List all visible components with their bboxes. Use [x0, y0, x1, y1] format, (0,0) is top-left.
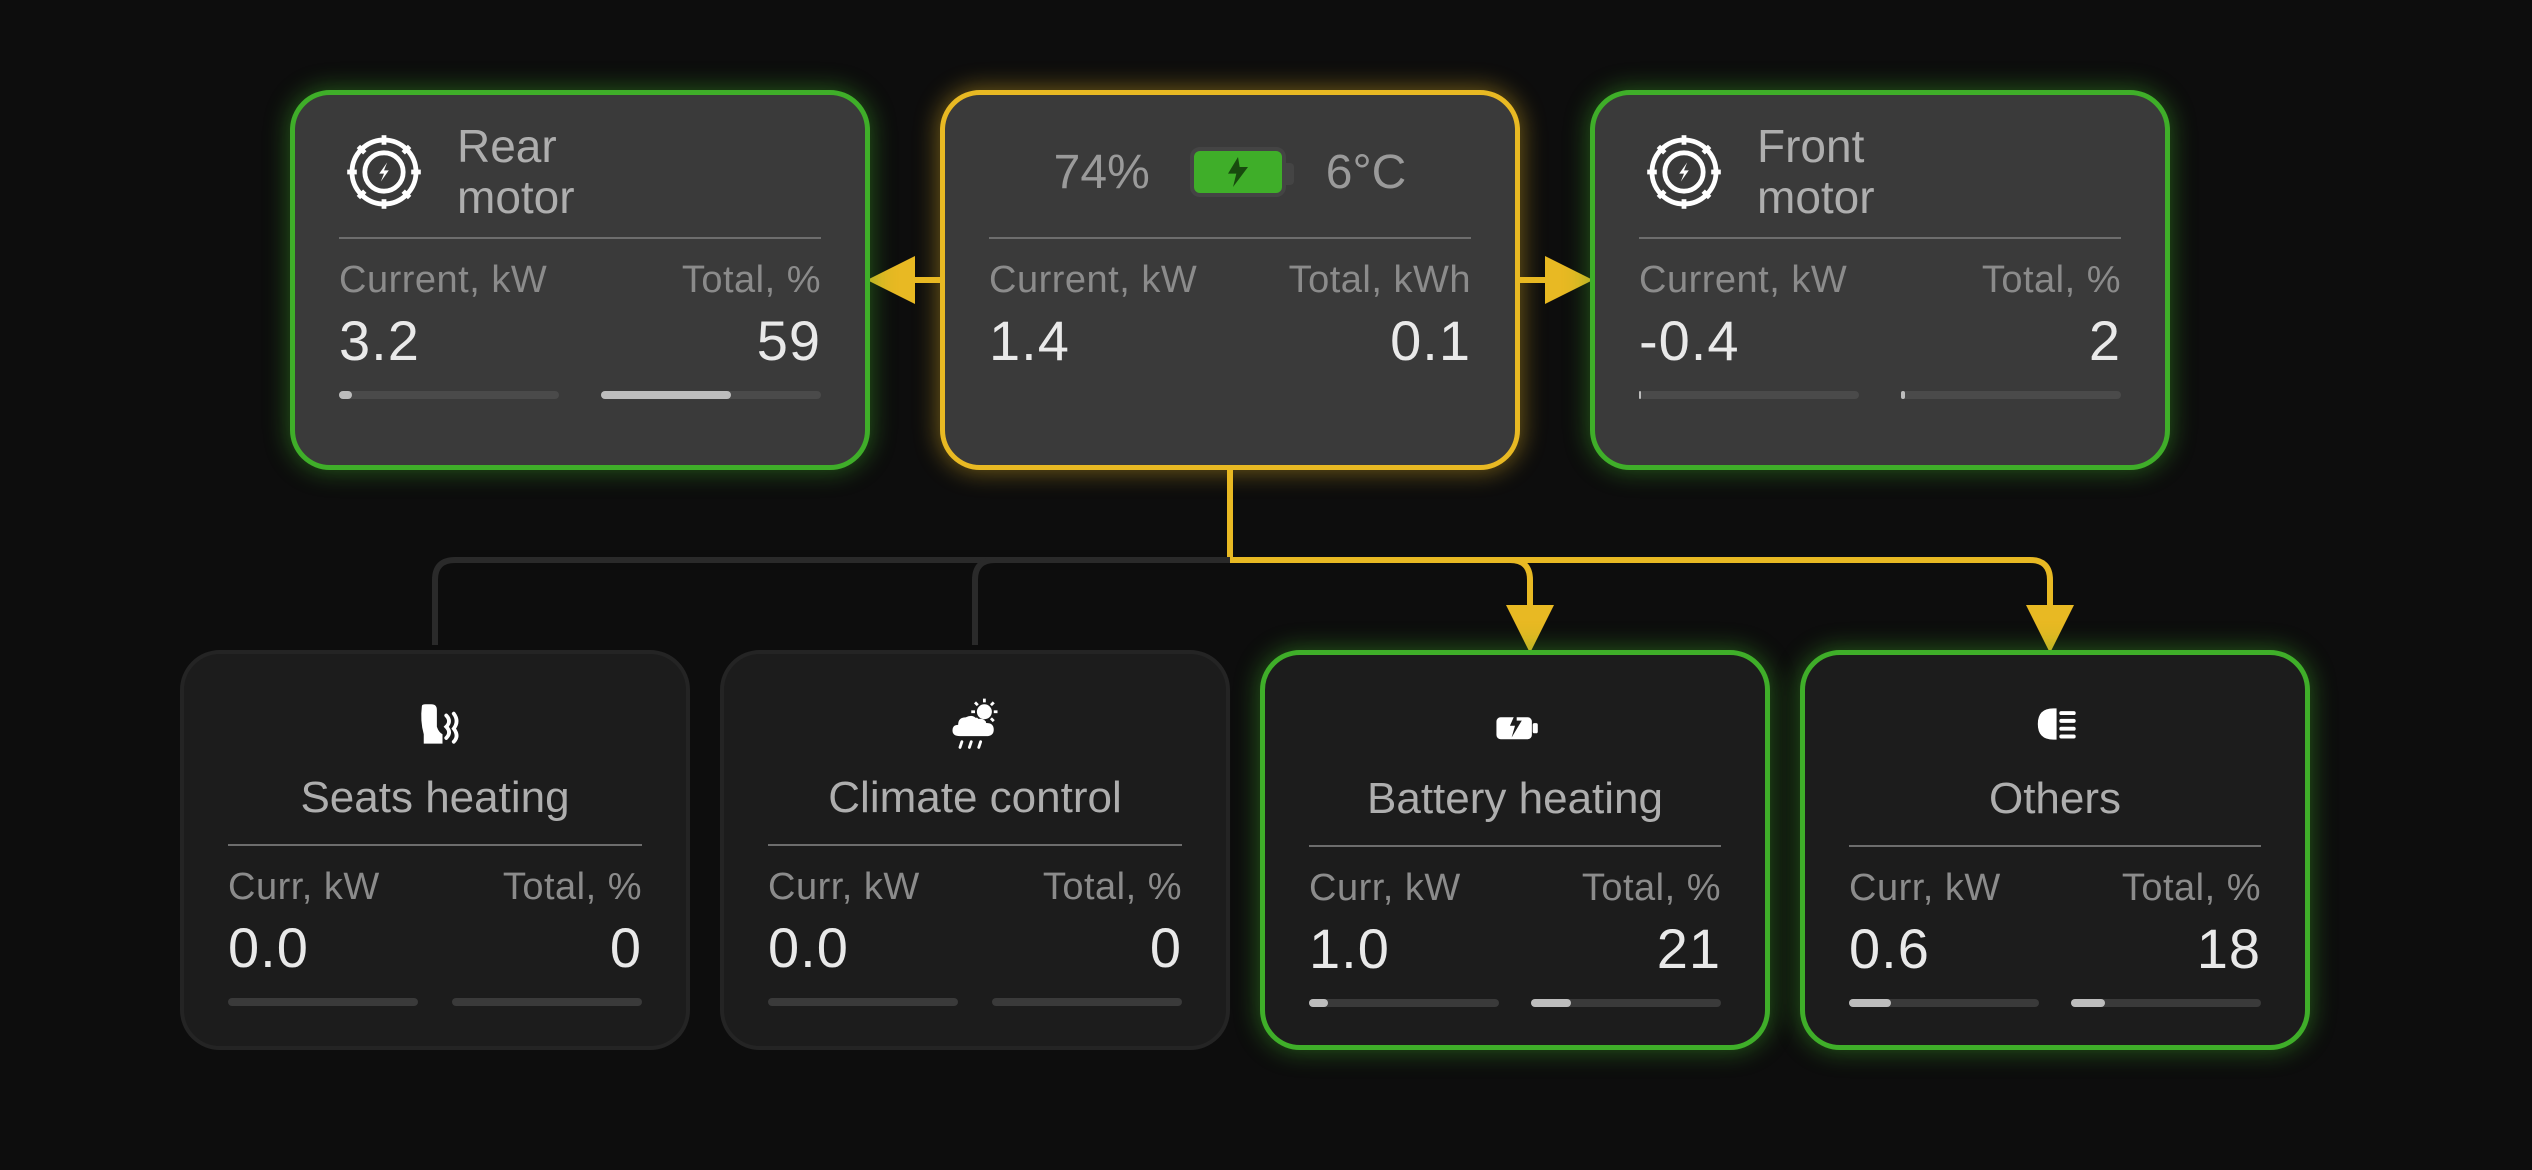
motor-icon — [339, 127, 429, 217]
others-card[interactable]: Others Curr, kW 0.6 Total, % 18 — [1800, 650, 2310, 1050]
battery-metrics: Current, kW 1.4 Total, kWh 0.1 — [989, 259, 1471, 373]
battery-heating-icon — [1480, 689, 1550, 759]
seat-heating-icon — [400, 688, 470, 758]
rear-motor-title: Rearmotor — [457, 121, 575, 222]
climate-current-label: Curr, kW — [768, 866, 958, 909]
battery-total-value: 0.1 — [1390, 308, 1471, 373]
front-motor-header: Frontmotor — [1639, 129, 2121, 239]
seats-heating-title: Seats heating — [300, 774, 569, 822]
battery-heating-card[interactable]: Battery heating Curr, kW 1.0 Total, % 21 — [1260, 650, 1770, 1050]
climate-current-value: 0.0 — [768, 915, 958, 980]
seats-current-bar — [228, 998, 418, 1006]
climate-total-label: Total, % — [1043, 866, 1182, 909]
seats-heating-metrics: Curr, kW 0.0 Total, % 0 — [228, 866, 642, 1006]
battery-icon — [1190, 147, 1286, 197]
front-motor-card[interactable]: Frontmotor Current, kW -0.4 Total, % 2 — [1590, 90, 2170, 470]
rear-motor-current-label: Current, kW — [339, 259, 559, 302]
battery-heating-metrics: Curr, kW 1.0 Total, % 21 — [1309, 867, 1721, 1007]
rear-motor-total-label: Total, % — [682, 259, 821, 302]
climate-control-card[interactable]: Climate control Curr, kW 0.0 Total, % 0 — [720, 650, 1230, 1050]
rear-motor-card[interactable]: Rearmotor Current, kW 3.2 Total, % 59 — [290, 90, 870, 470]
motor-icon — [1639, 127, 1729, 217]
battery-heat-total-bar — [1531, 999, 1721, 1007]
climate-control-title: Climate control — [828, 774, 1121, 822]
battery-total-label: Total, kWh — [1289, 259, 1471, 302]
others-total-bar — [2071, 999, 2261, 1007]
seats-current-label: Curr, kW — [228, 866, 418, 909]
rear-motor-metrics: Current, kW 3.2 Total, % 59 — [339, 259, 821, 399]
battery-current-value: 1.4 — [989, 308, 1197, 373]
front-motor-current-label: Current, kW — [1639, 259, 1859, 302]
climate-control-header: Climate control — [768, 688, 1182, 846]
front-motor-total-bar — [1901, 391, 2121, 399]
climate-control-metrics: Curr, kW 0.0 Total, % 0 — [768, 866, 1182, 1006]
battery-heat-total-value: 21 — [1657, 916, 1721, 981]
others-header: Others — [1849, 689, 2261, 847]
battery-card[interactable]: 74% 6°C Current, kW 1.4 Total, kWh 0.1 — [940, 90, 1520, 470]
front-motor-total-label: Total, % — [1982, 259, 2121, 302]
others-title: Others — [1989, 775, 2121, 823]
battery-heat-current-bar — [1309, 999, 1499, 1007]
battery-heating-header: Battery heating — [1309, 689, 1721, 847]
battery-heat-current-value: 1.0 — [1309, 916, 1499, 981]
others-total-value: 18 — [2197, 916, 2261, 981]
front-motor-metrics: Current, kW -0.4 Total, % 2 — [1639, 259, 2121, 399]
seats-heating-header: Seats heating — [228, 688, 642, 846]
others-current-label: Curr, kW — [1849, 867, 2039, 910]
rear-motor-current-value: 3.2 — [339, 308, 559, 373]
rear-motor-header: Rearmotor — [339, 129, 821, 239]
seats-total-label: Total, % — [503, 866, 642, 909]
headlight-icon — [2020, 689, 2090, 759]
rear-motor-total-value: 59 — [757, 308, 821, 373]
rear-motor-current-bar — [339, 391, 559, 399]
climate-current-bar — [768, 998, 958, 1006]
front-motor-total-value: 2 — [2089, 308, 2121, 373]
others-total-label: Total, % — [2122, 867, 2261, 910]
others-current-bar — [1849, 999, 2039, 1007]
battery-header: 74% 6°C — [989, 129, 1471, 239]
front-motor-title: Frontmotor — [1757, 121, 1875, 222]
climate-total-value: 0 — [1150, 915, 1182, 980]
others-current-value: 0.6 — [1849, 916, 2039, 981]
rear-motor-total-bar — [601, 391, 821, 399]
battery-percent: 74% — [1054, 145, 1150, 200]
climate-total-bar — [992, 998, 1182, 1006]
seats-total-bar — [452, 998, 642, 1006]
seats-heating-card[interactable]: Seats heating Curr, kW 0.0 Total, % 0 — [180, 650, 690, 1050]
others-metrics: Curr, kW 0.6 Total, % 18 — [1849, 867, 2261, 1007]
battery-current-label: Current, kW — [989, 259, 1197, 302]
seats-total-value: 0 — [610, 915, 642, 980]
front-motor-current-bar — [1639, 391, 1859, 399]
energy-flow-dashboard: Rearmotor Current, kW 3.2 Total, % 59 74… — [0, 0, 2532, 1170]
battery-heating-title: Battery heating — [1367, 775, 1663, 823]
battery-heat-current-label: Curr, kW — [1309, 867, 1499, 910]
front-motor-current-value: -0.4 — [1639, 308, 1859, 373]
seats-current-value: 0.0 — [228, 915, 418, 980]
battery-temperature: 6°C — [1326, 145, 1407, 200]
battery-heat-total-label: Total, % — [1582, 867, 1721, 910]
charging-bolt-icon — [1194, 151, 1282, 193]
climate-icon — [940, 688, 1010, 758]
